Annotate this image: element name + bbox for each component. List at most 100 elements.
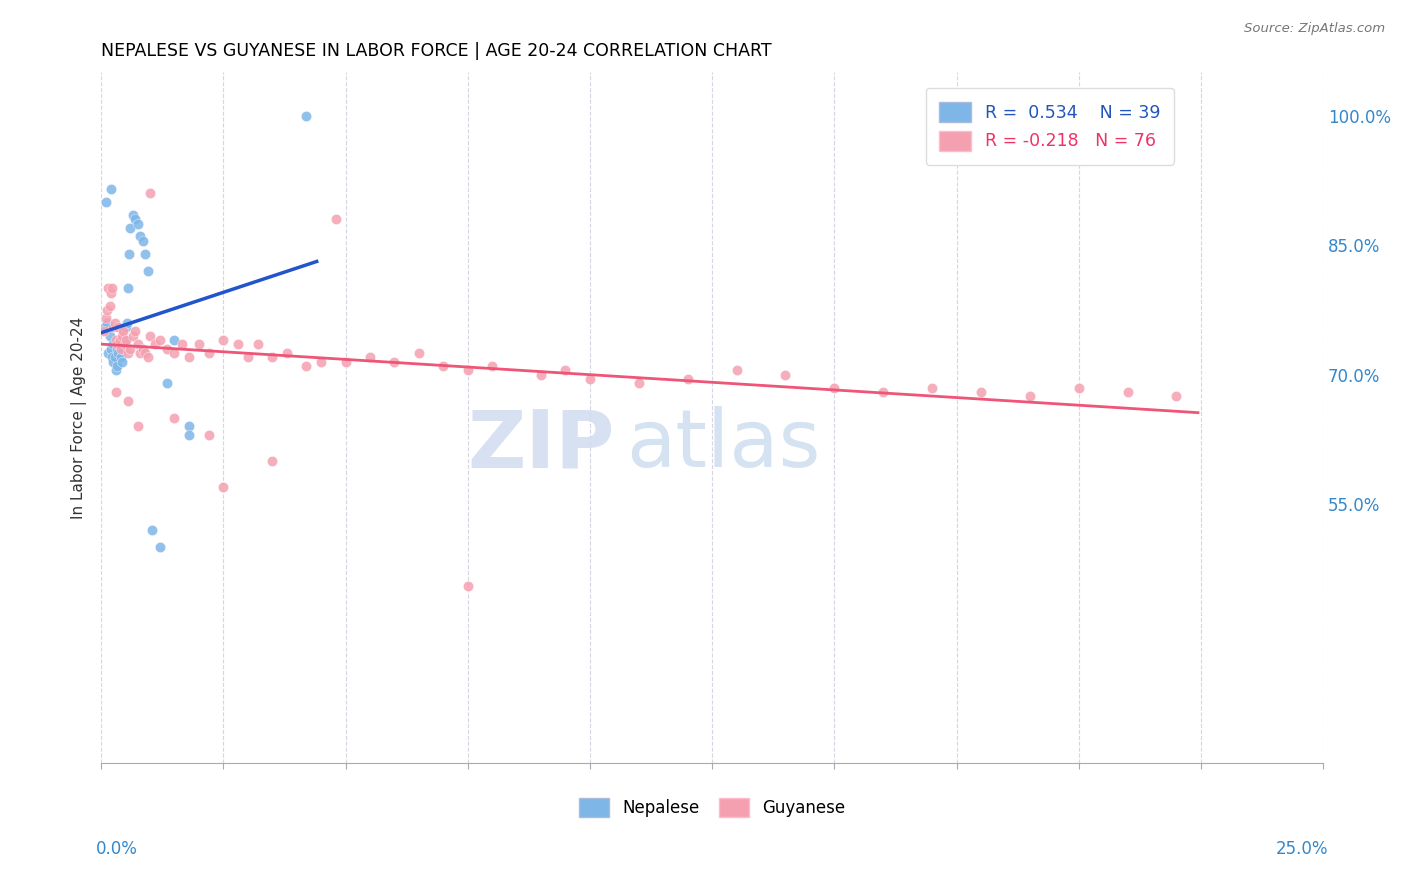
Point: [1166, 389, 1188, 403]
Point: [197, 428, 219, 442]
Point: [107, 346, 129, 360]
Point: [114, 337, 136, 351]
Point: [725, 363, 748, 377]
Point: [104, 316, 127, 330]
Point: [111, 328, 134, 343]
Point: [117, 281, 139, 295]
Point: [262, 351, 284, 365]
Point: [156, 342, 179, 356]
Point: [124, 325, 146, 339]
Point: [554, 363, 576, 377]
Text: 0.0%: 0.0%: [96, 840, 138, 858]
Point: [97, 346, 120, 360]
Point: [105, 337, 128, 351]
Point: [149, 541, 172, 555]
Point: [457, 579, 479, 593]
Point: [100, 182, 122, 196]
Point: [134, 346, 156, 360]
Point: [530, 368, 553, 382]
Point: [105, 342, 128, 356]
Point: [114, 333, 136, 347]
Point: [101, 351, 124, 365]
Point: [136, 351, 159, 365]
Point: [134, 246, 156, 260]
Point: [117, 346, 139, 360]
Point: [295, 359, 318, 373]
Point: [104, 351, 127, 365]
Point: [98, 299, 121, 313]
Point: [141, 523, 163, 537]
Point: [676, 372, 699, 386]
Point: [246, 337, 269, 351]
Point: [163, 333, 186, 347]
Point: [120, 342, 142, 356]
Point: [104, 363, 127, 377]
Point: [129, 229, 152, 244]
Point: [179, 428, 201, 442]
Point: [325, 212, 347, 227]
Point: [1067, 380, 1090, 394]
Point: [97, 281, 120, 295]
Point: [921, 380, 943, 394]
Point: [94, 194, 117, 209]
Point: [131, 342, 153, 356]
Point: [103, 320, 125, 334]
Point: [226, 337, 249, 351]
Point: [94, 320, 117, 334]
Point: [122, 328, 145, 343]
Point: [170, 337, 193, 351]
Point: [295, 109, 318, 123]
Point: [110, 342, 132, 356]
Point: [156, 376, 179, 391]
Point: [139, 328, 162, 343]
Text: ZIP: ZIP: [467, 407, 614, 484]
Point: [432, 359, 454, 373]
Point: [970, 384, 993, 399]
Point: [110, 351, 132, 365]
Point: [120, 220, 142, 235]
Point: [309, 354, 332, 368]
Point: [104, 333, 127, 347]
Point: [98, 328, 121, 343]
Point: [187, 337, 209, 351]
Point: [96, 302, 118, 317]
Point: [149, 333, 172, 347]
Point: [111, 354, 134, 368]
Point: [262, 454, 284, 468]
Point: [197, 346, 219, 360]
Point: [100, 285, 122, 300]
Point: [236, 351, 259, 365]
Point: [122, 208, 145, 222]
Point: [114, 320, 136, 334]
Point: [108, 333, 131, 347]
Point: [118, 246, 141, 260]
Point: [1116, 384, 1139, 399]
Point: [823, 380, 845, 394]
Point: [115, 316, 138, 330]
Point: [627, 376, 650, 391]
Point: [108, 337, 131, 351]
Point: [143, 337, 166, 351]
Point: [335, 354, 357, 368]
Point: [384, 354, 406, 368]
Text: atlas: atlas: [627, 407, 821, 484]
Point: [94, 311, 117, 326]
Point: [139, 186, 162, 201]
Point: [579, 372, 602, 386]
Point: [163, 346, 186, 360]
Point: [114, 333, 136, 347]
Point: [179, 351, 201, 365]
Point: [212, 333, 235, 347]
Y-axis label: In Labor Force | Age 20-24: In Labor Force | Age 20-24: [72, 317, 87, 519]
Point: [408, 346, 430, 360]
Point: [136, 264, 159, 278]
Text: 25.0%: 25.0%: [1277, 840, 1329, 858]
Point: [93, 325, 115, 339]
Point: [127, 217, 149, 231]
Point: [1018, 389, 1040, 403]
Point: [359, 351, 381, 365]
Text: NEPALESE VS GUYANESE IN LABOR FORCE | AGE 20-24 CORRELATION CHART: NEPALESE VS GUYANESE IN LABOR FORCE | AG…: [101, 42, 772, 60]
Point: [105, 359, 128, 373]
Point: [112, 342, 135, 356]
Point: [127, 337, 149, 351]
